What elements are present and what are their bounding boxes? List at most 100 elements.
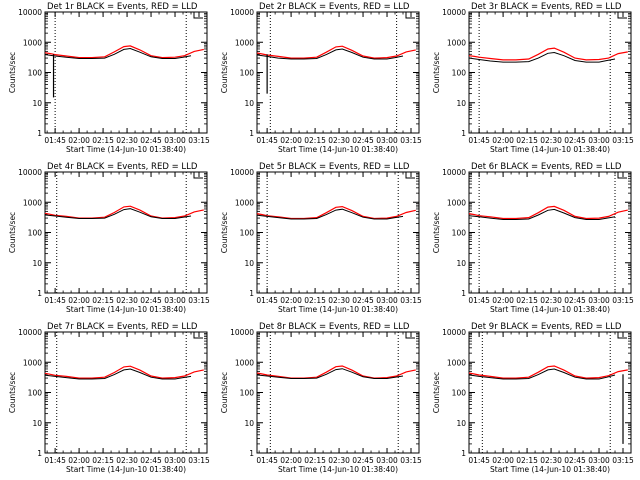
- x-tick-label: 02:30: [540, 296, 562, 305]
- x-tick-label: 02:45: [352, 296, 374, 305]
- legend-marker: [193, 172, 203, 179]
- y-axis-label: Counts/sec: [8, 372, 17, 413]
- y-axis-label: Counts/sec: [220, 372, 229, 413]
- lld-rate-line: [44, 365, 204, 379]
- y-tick-label: 10: [456, 259, 466, 268]
- x-tick-label: 02:45: [564, 296, 586, 305]
- x-tick-label: 03:00: [164, 456, 186, 465]
- x-tick-label: 02:00: [68, 136, 90, 145]
- x-tick-label: 03:00: [588, 296, 610, 305]
- events-rate-line: [45, 368, 192, 380]
- y-tick-label: 100: [28, 389, 43, 398]
- legend-marker: [193, 332, 203, 339]
- x-tick-label: 02:15: [92, 456, 114, 465]
- chart-panel-6r: Det 6r BLACK = Events, RED = LLD 1 10 100 10…: [432, 162, 634, 314]
- x-tick-label: 03:15: [400, 296, 422, 305]
- chart-panel-1r: Det 1r BLACK = Events, RED = LLD 1 10 100 10…: [8, 2, 210, 154]
- lld-rate-line: [468, 365, 628, 379]
- x-tick-label: 03:00: [164, 136, 186, 145]
- x-tick-label: 02:00: [280, 136, 302, 145]
- y-tick-label: 1: [37, 449, 42, 458]
- y-tick-label: 1000: [235, 358, 254, 367]
- y-tick-label: 1000: [23, 358, 42, 367]
- x-tick-label: 03:00: [376, 136, 398, 145]
- x-tick-label: 01:45: [468, 136, 490, 145]
- x-tick-label: 02:30: [540, 136, 562, 145]
- y-tick-label: 100: [240, 229, 255, 238]
- y-tick-label: 1000: [23, 38, 42, 47]
- x-tick-label: 02:45: [140, 136, 162, 145]
- events-rate-line: [469, 368, 616, 380]
- events-rate-line: [257, 48, 404, 60]
- plot-frame: [44, 171, 208, 294]
- plot-frame: [256, 171, 420, 294]
- x-tick-label: 03:00: [164, 296, 186, 305]
- x-tick-label: 02:00: [492, 296, 514, 305]
- plot-frame: [468, 331, 632, 454]
- x-tick-label: 02:15: [516, 136, 538, 145]
- x-tick-label: 01:45: [256, 136, 278, 145]
- y-axis-label: Counts/sec: [8, 212, 17, 253]
- x-tick-label: 02:45: [564, 136, 586, 145]
- chart-panel-3r: Det 3r BLACK = Events, RED = LLD 1 10 100 10…: [432, 2, 634, 154]
- y-tick-label: 10000: [18, 328, 42, 337]
- y-tick-label: 10: [456, 419, 466, 428]
- x-tick-label: 03:00: [376, 456, 398, 465]
- x-tick-label: 01:45: [256, 456, 278, 465]
- x-axis-label: Start Time (14-Jun-10 01:38:40): [278, 465, 398, 474]
- x-tick-label: 02:00: [492, 136, 514, 145]
- x-axis-label: Start Time (14-Jun-10 01:38:40): [66, 145, 186, 154]
- y-tick-label: 1: [249, 449, 254, 458]
- events-rate-line: [257, 208, 404, 220]
- y-axis-label: Counts/sec: [432, 372, 441, 413]
- panel-title: Det 6r BLACK = Events, RED = LLD: [471, 162, 622, 172]
- plot-frame: [256, 331, 420, 454]
- y-tick-label: 10: [244, 99, 254, 108]
- y-tick-label: 100: [452, 389, 467, 398]
- x-tick-label: 03:00: [588, 456, 610, 465]
- y-tick-label: 100: [28, 229, 43, 238]
- events-rate-line: [469, 51, 616, 63]
- y-tick-label: 100: [28, 69, 43, 78]
- x-tick-label: 03:15: [400, 136, 422, 145]
- lld-rate-line: [468, 205, 628, 220]
- x-tick-label: 01:45: [44, 296, 66, 305]
- x-tick-label: 03:15: [612, 456, 634, 465]
- x-tick-label: 02:15: [516, 456, 538, 465]
- y-tick-label: 10000: [442, 168, 466, 177]
- x-tick-label: 02:30: [328, 136, 350, 145]
- x-tick-label: 01:45: [44, 136, 66, 145]
- chart-panel-8r: Det 8r BLACK = Events, RED = LLD 1 10 100 10…: [220, 322, 422, 474]
- x-tick-label: 01:45: [468, 296, 490, 305]
- x-tick-label: 02:30: [116, 136, 138, 145]
- y-axis-label: Counts/sec: [432, 52, 441, 93]
- panel-title: Det 4r BLACK = Events, RED = LLD: [47, 162, 198, 172]
- x-tick-label: 03:00: [376, 296, 398, 305]
- y-tick-label: 10: [32, 99, 42, 108]
- panel-title: Det 9r BLACK = Events, RED = LLD: [471, 322, 622, 332]
- lld-rate-line: [256, 205, 416, 220]
- x-tick-label: 02:00: [492, 456, 514, 465]
- legend-marker: [617, 12, 627, 19]
- chart-panel-9r: Det 9r BLACK = Events, RED = LLD 1 10 100 10…: [432, 322, 634, 474]
- y-tick-label: 100: [240, 69, 255, 78]
- x-tick-label: 02:30: [116, 456, 138, 465]
- x-tick-label: 03:15: [612, 136, 634, 145]
- y-tick-label: 100: [452, 69, 467, 78]
- x-tick-label: 03:15: [400, 456, 422, 465]
- y-tick-label: 1: [461, 129, 466, 138]
- x-tick-label: 02:45: [140, 456, 162, 465]
- y-tick-label: 1000: [447, 198, 466, 207]
- y-tick-label: 100: [240, 389, 255, 398]
- panel-title: Det 5r BLACK = Events, RED = LLD: [259, 162, 410, 172]
- y-tick-label: 1: [37, 289, 42, 298]
- y-tick-label: 1: [461, 449, 466, 458]
- events-rate-line: [45, 47, 192, 59]
- y-axis-label: Counts/sec: [432, 212, 441, 253]
- x-axis-label: Start Time (14-Jun-10 01:38:40): [490, 145, 610, 154]
- x-tick-label: 02:00: [68, 296, 90, 305]
- panel-title: Det 8r BLACK = Events, RED = LLD: [259, 322, 410, 332]
- y-tick-label: 1000: [23, 198, 42, 207]
- x-tick-label: 02:15: [304, 456, 326, 465]
- x-tick-label: 01:45: [256, 296, 278, 305]
